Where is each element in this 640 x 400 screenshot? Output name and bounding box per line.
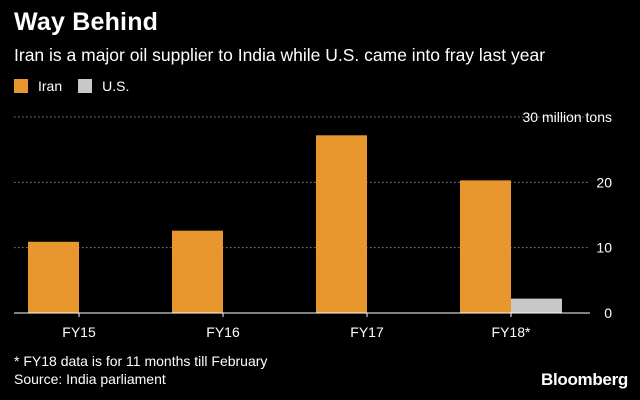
y-tick-label: 20 — [596, 174, 612, 190]
footnote-text: * FY18 data is for 11 months till Februa… — [14, 353, 268, 369]
chart-title: Way Behind — [14, 8, 159, 36]
legend-item-us: U.S. — [78, 78, 129, 94]
legend-swatch-us — [78, 79, 93, 93]
x-tick-label: FY18* — [492, 324, 531, 340]
footnote-block: * FY18 data is for 11 months till Februa… — [14, 352, 267, 388]
legend-item-iran: Iran — [14, 78, 62, 94]
bar-iran-fy15 — [28, 241, 79, 313]
bar-iran-fy17 — [316, 135, 367, 313]
legend: Iran U.S. — [14, 78, 145, 94]
y-tick-label: 30 million tons — [523, 109, 613, 125]
y-tick-label: 0 — [604, 305, 612, 321]
legend-label-us: U.S. — [102, 78, 130, 94]
x-tick-label: FY17 — [350, 324, 384, 340]
bloomberg-logo: Bloomberg — [540, 370, 628, 389]
x-tick-label: FY15 — [62, 324, 96, 340]
legend-label-iran: Iran — [38, 78, 63, 94]
bar-us-fy18 — [511, 298, 562, 313]
source-text: Source: India parliament — [14, 371, 166, 387]
y-tick-label: 10 — [596, 240, 612, 256]
x-tick-label: FY16 — [206, 324, 240, 340]
bar-iran-fy18 — [460, 180, 511, 313]
chart-subtitle: Iran is a major oil supplier to India wh… — [14, 45, 546, 65]
bar-iran-fy16 — [172, 230, 223, 313]
legend-swatch-iran — [14, 79, 28, 93]
